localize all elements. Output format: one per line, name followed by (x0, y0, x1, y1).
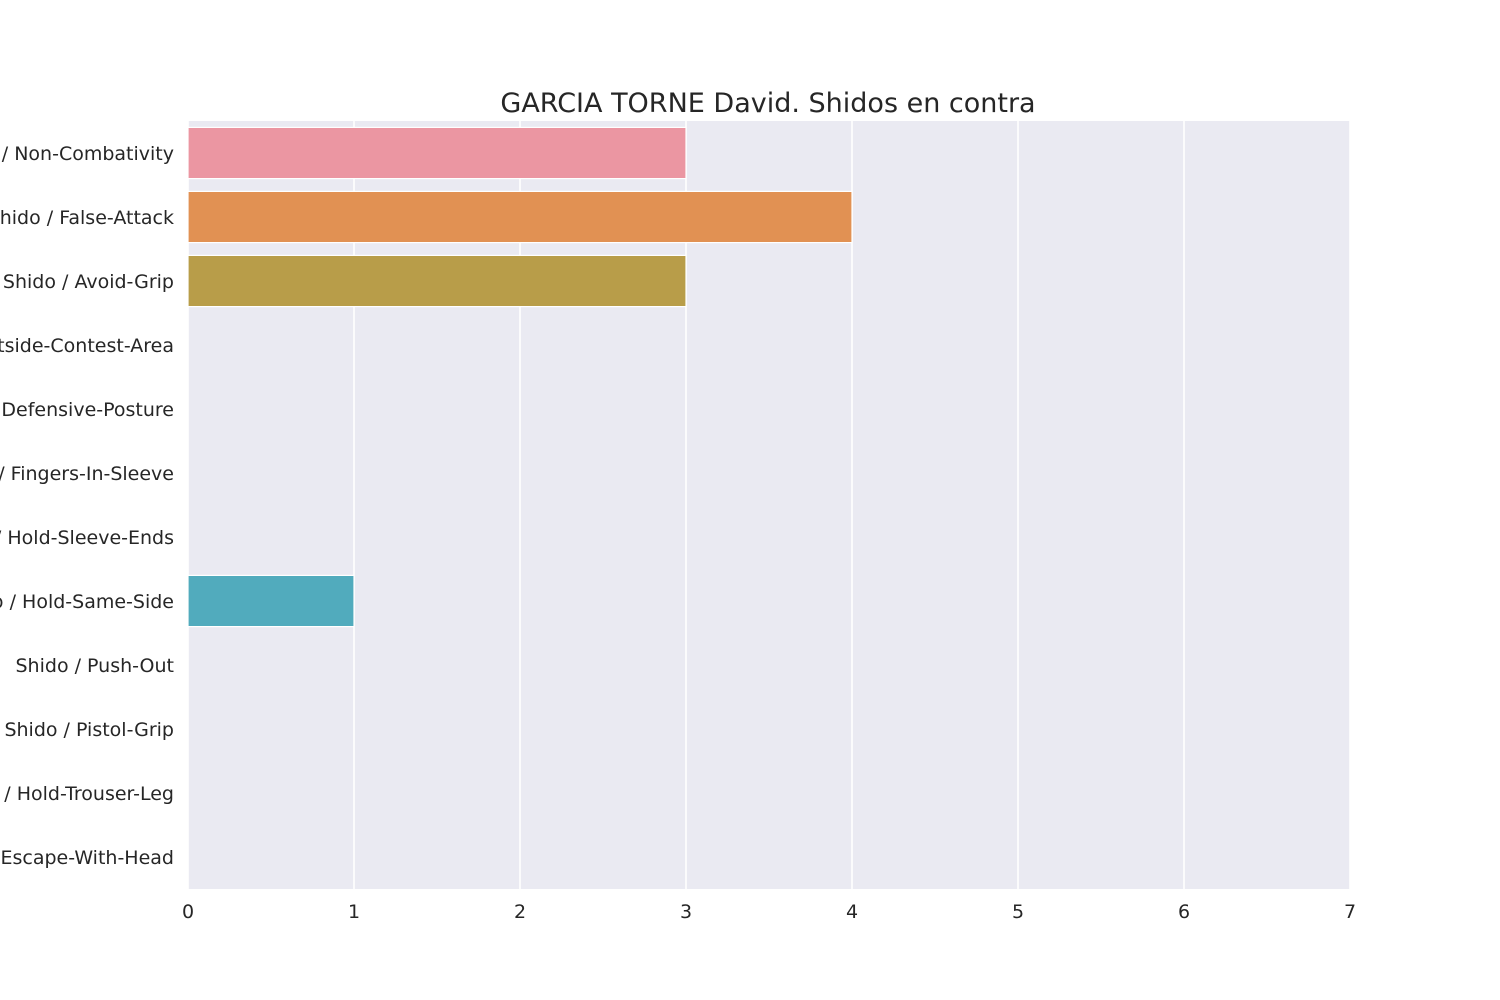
y-tick-label: Shido / Avoid-Grip (3, 271, 174, 293)
bar (187, 254, 687, 308)
y-tick-label: Shido / Hold-Trouser-Leg (0, 783, 174, 805)
x-tick-label: 3 (680, 901, 692, 923)
y-tick-label: Shido / Fingers-In-Sleeve (0, 463, 174, 485)
x-tick-label: 5 (1012, 901, 1024, 923)
y-tick-label: Shido / Outside-Contest-Area (0, 335, 174, 357)
y-tick-label: Shido / Hold-Sleeve-Ends (0, 527, 174, 549)
x-tick-label: 1 (348, 901, 360, 923)
y-tick-label: Shido / Non-Combativity (0, 143, 174, 165)
plot-area: 0 1 2 3 4 5 6 7 Shido / Non-Combativity Shido / F… (0, 121, 1356, 923)
x-tick-label: 7 (1344, 901, 1356, 923)
bar (187, 126, 687, 180)
x-tick-label: 0 (182, 901, 194, 923)
y-tick-label: Shido / Pistol-Grip (4, 719, 174, 741)
y-tick-label: Shido / Defensive-Posture (0, 399, 174, 421)
y-tick-label: Shido / Push-Out (16, 655, 175, 677)
x-tick-label: 2 (514, 901, 526, 923)
y-tick-label: Shido / Hold-Same-Side (0, 591, 174, 613)
bar (187, 574, 355, 628)
chart-title: GARCIA TORNE David. Shidos en contra (500, 88, 1035, 119)
y-tick-label: Shido / Escape-With-Head (0, 847, 174, 869)
plot-background (188, 121, 1350, 889)
bar (187, 190, 853, 244)
y-tick-label: Shido / False-Attack (0, 207, 174, 229)
x-tick-label: 4 (846, 901, 858, 923)
x-tick-label: 6 (1178, 901, 1190, 923)
